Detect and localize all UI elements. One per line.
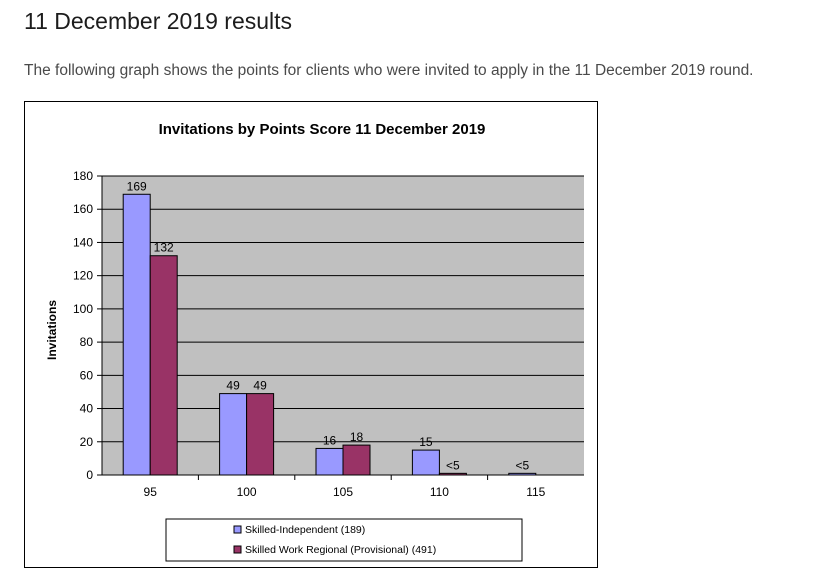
bar <box>149 255 178 476</box>
y-axis-label: Invitations <box>45 300 59 360</box>
data-label: <5 <box>446 458 460 472</box>
y-tick-label: 180 <box>73 169 93 183</box>
legend-swatch <box>233 525 242 534</box>
x-tick-label: 110 <box>430 485 449 499</box>
x-tick-label: 115 <box>526 485 545 499</box>
y-tick-label: 60 <box>80 368 94 382</box>
y-tick-label: 120 <box>73 269 93 283</box>
intro-text: The following graph shows the points for… <box>24 62 754 79</box>
x-tick-label: 105 <box>333 485 353 499</box>
bar <box>122 193 151 476</box>
legend-label: Skilled Work Regional (Provisional) (491… <box>245 544 436 556</box>
y-tick-label: 80 <box>80 335 94 349</box>
y-tick-label: 20 <box>80 435 94 449</box>
bar <box>508 472 537 476</box>
data-label: 132 <box>154 241 174 255</box>
y-tick-label: 140 <box>73 235 93 249</box>
page-title: 11 December 2019 results <box>24 8 293 34</box>
y-tick-label: 40 <box>80 402 94 416</box>
x-tick-label: 100 <box>237 485 257 499</box>
data-label: <5 <box>515 458 529 472</box>
x-tick-label: 95 <box>144 485 158 499</box>
chart-container: Invitations by Points Score 11 December … <box>24 101 598 568</box>
legend: Skilled-Independent (189) Skilled Work Re… <box>165 518 523 562</box>
legend-swatch <box>233 545 242 554</box>
plot-background <box>102 176 584 475</box>
bar <box>219 393 248 476</box>
bar <box>315 447 344 476</box>
data-label: 15 <box>419 435 433 449</box>
bar <box>246 393 275 476</box>
data-label: 18 <box>350 430 364 444</box>
data-label: 16 <box>323 433 337 447</box>
data-label: 49 <box>253 379 267 393</box>
y-tick-label: 100 <box>73 302 93 316</box>
bar <box>411 449 440 476</box>
plot-area: 0 20 40 60 80 100 120 140 160 180 95 169 132 100 49 49 1… <box>73 169 584 499</box>
y-tick-label: 160 <box>73 202 93 216</box>
bar-chart: Invitations by Points Score 11 December … <box>45 121 584 562</box>
legend-box <box>165 518 523 562</box>
legend-label: Skilled-Independent (189) <box>245 524 365 536</box>
data-label: 49 <box>226 379 240 393</box>
bar <box>438 472 467 476</box>
data-label: 169 <box>127 179 147 193</box>
bar <box>342 444 371 476</box>
chart-title: Invitations by Points Score 11 December … <box>159 121 486 138</box>
y-tick-label: 0 <box>86 468 93 482</box>
